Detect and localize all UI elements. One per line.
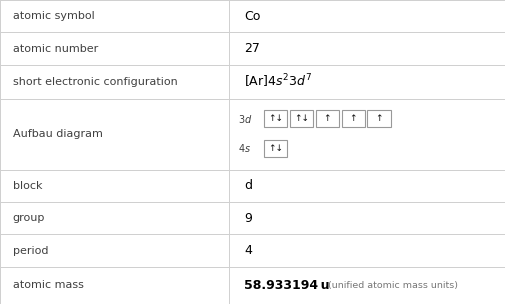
Text: atomic number: atomic number — [13, 43, 97, 54]
Text: Co: Co — [243, 10, 260, 23]
Text: 58.933194 u: 58.933194 u — [243, 279, 329, 292]
Bar — [367, 110, 390, 127]
Text: 27: 27 — [243, 42, 259, 55]
Text: $4s$: $4s$ — [237, 143, 250, 154]
Text: 9: 9 — [243, 212, 251, 225]
Text: ↑: ↑ — [349, 114, 356, 123]
Text: atomic symbol: atomic symbol — [13, 11, 94, 21]
Bar — [264, 140, 287, 157]
Text: short electronic configuration: short electronic configuration — [13, 77, 177, 87]
Text: $\mathregular{[Ar]4}s^{\mathregular{2}}\mathregular{3}d^{\mathregular{7}}$: $\mathregular{[Ar]4}s^{\mathregular{2}}\… — [243, 73, 312, 90]
Text: (unified atomic mass units): (unified atomic mass units) — [324, 281, 457, 290]
Text: d: d — [243, 179, 251, 192]
Text: block: block — [13, 181, 42, 191]
Text: ↑: ↑ — [375, 114, 382, 123]
Text: atomic mass: atomic mass — [13, 280, 83, 290]
Text: ↑: ↑ — [323, 114, 330, 123]
Text: Aufbau diagram: Aufbau diagram — [13, 129, 103, 139]
Text: ↑↓: ↑↓ — [293, 114, 309, 123]
Bar — [341, 110, 364, 127]
Text: period: period — [13, 246, 48, 256]
Text: ↑↓: ↑↓ — [268, 114, 283, 123]
Bar — [289, 110, 313, 127]
Text: 4: 4 — [243, 244, 251, 257]
Bar — [315, 110, 338, 127]
Bar — [264, 110, 287, 127]
Text: $3d$: $3d$ — [237, 112, 252, 125]
Text: ↑↓: ↑↓ — [268, 144, 283, 153]
Text: group: group — [13, 213, 45, 223]
